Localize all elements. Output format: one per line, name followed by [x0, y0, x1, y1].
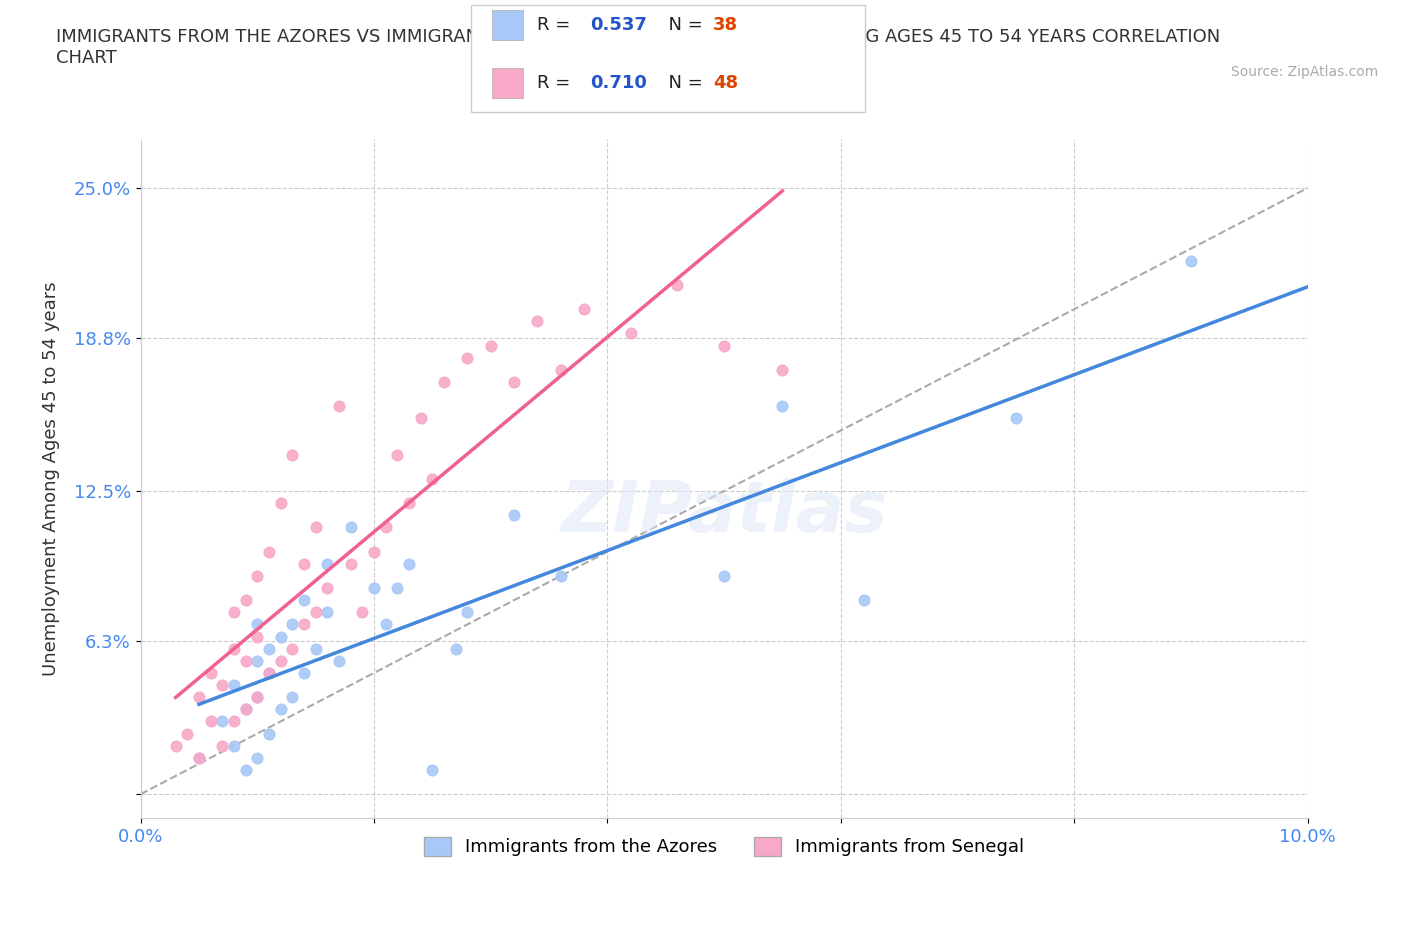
Point [444, 642, 467, 657]
Point [1005, 411, 1028, 426]
Point [257, 666, 280, 681]
Text: R =: R = [537, 16, 576, 34]
Point [620, 326, 643, 341]
Point [398, 556, 420, 571]
Point [316, 580, 339, 595]
Point [666, 277, 689, 292]
Point [257, 642, 280, 657]
Point [374, 520, 396, 535]
Point [165, 738, 187, 753]
Point [433, 375, 456, 390]
Point [1180, 253, 1202, 268]
Point [422, 472, 444, 486]
Text: 48: 48 [713, 73, 738, 92]
Point [281, 447, 304, 462]
Point [305, 642, 328, 657]
Text: Source: ZipAtlas.com: Source: ZipAtlas.com [1230, 65, 1378, 79]
Point [292, 666, 315, 681]
Point [200, 666, 222, 681]
Point [222, 738, 245, 753]
Point [188, 751, 211, 765]
Point [246, 617, 269, 631]
Point [550, 568, 572, 583]
Point [188, 690, 211, 705]
Point [374, 617, 396, 631]
Point [316, 604, 339, 619]
Point [281, 690, 304, 705]
Point [387, 447, 409, 462]
Point [292, 617, 315, 631]
Point [363, 580, 385, 595]
Point [222, 714, 245, 729]
Point [713, 339, 735, 353]
Point [456, 351, 478, 365]
Point [328, 654, 350, 669]
Point [270, 702, 292, 717]
Point [503, 375, 526, 390]
Point [211, 738, 233, 753]
Point [281, 642, 304, 657]
Point [305, 604, 328, 619]
Point [572, 301, 595, 316]
Point [235, 702, 257, 717]
Text: ZIPatlas: ZIPatlas [561, 478, 887, 548]
Point [339, 520, 361, 535]
Text: N =: N = [657, 16, 709, 34]
Point [211, 678, 233, 693]
Text: N =: N = [657, 73, 709, 92]
Point [246, 751, 269, 765]
Point [422, 763, 444, 777]
Point [270, 496, 292, 511]
Point [479, 339, 502, 353]
Point [246, 654, 269, 669]
Text: 0.537: 0.537 [591, 16, 647, 34]
Point [352, 604, 374, 619]
Point [363, 544, 385, 559]
Point [222, 642, 245, 657]
Point [270, 629, 292, 644]
Point [222, 678, 245, 693]
Point [316, 556, 339, 571]
Text: IMMIGRANTS FROM THE AZORES VS IMMIGRANTS FROM SENEGAL UNEMPLOYMENT AMONG AGES 45: IMMIGRANTS FROM THE AZORES VS IMMIGRANTS… [56, 28, 1220, 67]
Point [235, 592, 257, 607]
Text: 0.710: 0.710 [591, 73, 647, 92]
Point [398, 496, 420, 511]
Point [270, 654, 292, 669]
Point [281, 617, 304, 631]
Point [235, 654, 257, 669]
Point [292, 556, 315, 571]
Point [339, 556, 361, 571]
Point [772, 399, 794, 414]
Point [211, 714, 233, 729]
Point [257, 666, 280, 681]
Point [713, 568, 735, 583]
Point [257, 544, 280, 559]
Point [246, 690, 269, 705]
Point [257, 726, 280, 741]
Point [503, 508, 526, 523]
Point [246, 690, 269, 705]
Point [292, 592, 315, 607]
Point [200, 714, 222, 729]
Point [328, 399, 350, 414]
Point [550, 363, 572, 378]
Point [246, 629, 269, 644]
Point [188, 751, 211, 765]
Point [387, 580, 409, 595]
Text: R =: R = [537, 73, 576, 92]
Point [305, 520, 328, 535]
Point [772, 363, 794, 378]
Legend: Immigrants from the Azores, Immigrants from Senegal: Immigrants from the Azores, Immigrants f… [416, 830, 1032, 864]
Y-axis label: Unemployment Among Ages 45 to 54 years: Unemployment Among Ages 45 to 54 years [42, 282, 59, 676]
Point [456, 604, 478, 619]
Point [235, 763, 257, 777]
Point [246, 568, 269, 583]
Point [526, 314, 548, 329]
Point [853, 592, 876, 607]
Point [409, 411, 432, 426]
Point [176, 726, 198, 741]
Text: 38: 38 [713, 16, 738, 34]
Point [222, 604, 245, 619]
Point [235, 702, 257, 717]
